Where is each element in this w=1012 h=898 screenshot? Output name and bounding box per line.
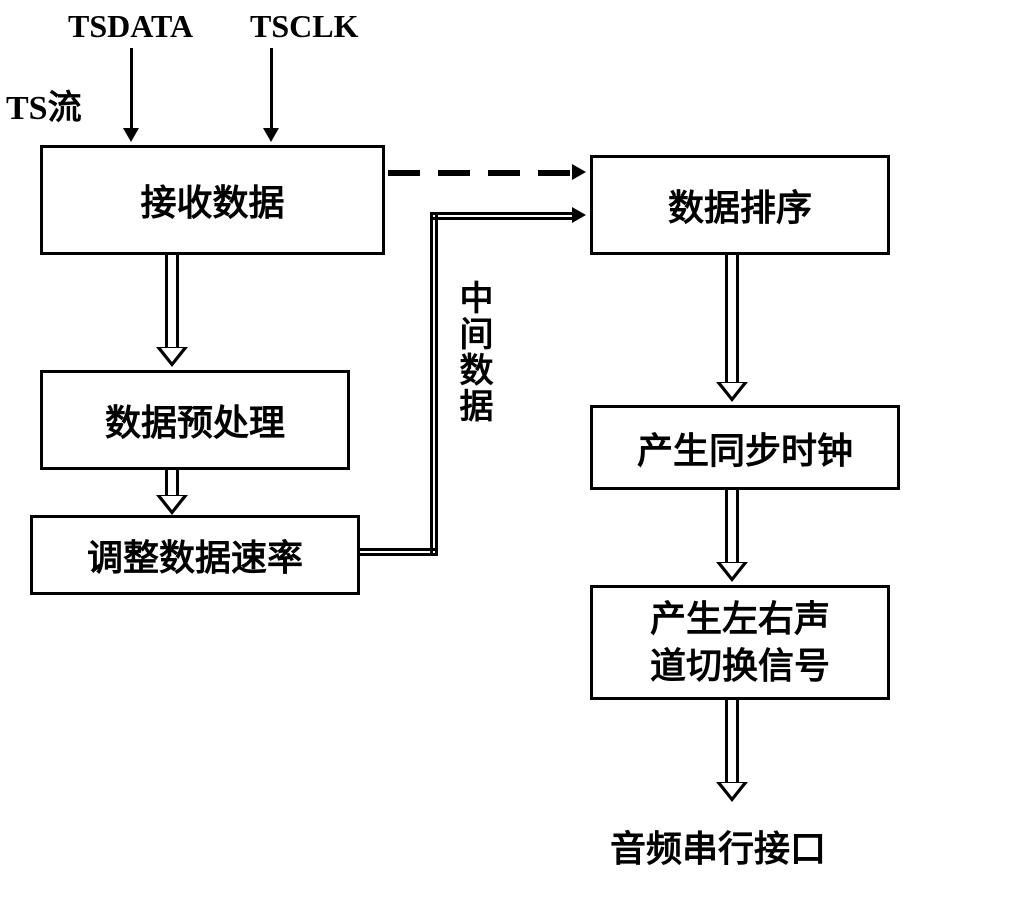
dash2: [438, 170, 470, 176]
lrswitch-text: 产生左右声 道切换信号: [650, 596, 830, 690]
syncclock-text: 产生同步时钟: [637, 422, 853, 474]
dash1: [388, 170, 420, 176]
output-label: 音频串行接口: [610, 820, 826, 872]
receive-text: 接收数据: [140, 174, 284, 226]
tsdata-arrow-head: [123, 128, 139, 142]
sort-text: 数据排序: [668, 179, 812, 231]
tsclk-label: TSCLK: [250, 8, 358, 45]
tsflow-label: TS流: [6, 80, 82, 129]
middata-label: 中间数据: [448, 280, 497, 424]
preprocess-text: 数据预处理: [105, 394, 285, 446]
adjustrate-text: 调整数据速率: [87, 529, 303, 581]
lrswitch-box: 产生左右声 道切换信号: [590, 585, 890, 700]
dash3: [488, 170, 520, 176]
sort-box: 数据排序: [590, 155, 890, 255]
mid-v1: [430, 212, 438, 556]
mid-h2: [430, 212, 575, 220]
tsclk-arrow-head: [263, 128, 279, 142]
dash4: [538, 170, 570, 176]
syncclock-box: 产生同步时钟: [590, 405, 900, 490]
tsdata-label: TSDATA: [68, 8, 193, 45]
mid-h1: [360, 548, 435, 556]
tsdata-arrow-shaft: [130, 48, 133, 130]
dash-arrow-head: [572, 164, 586, 180]
adjustrate-box: 调整数据速率: [30, 515, 360, 595]
receive-box: 接收数据: [40, 145, 385, 255]
preprocess-box: 数据预处理: [40, 370, 350, 470]
tsclk-arrow-shaft: [270, 48, 273, 130]
mid-arrow-head: [572, 207, 586, 223]
